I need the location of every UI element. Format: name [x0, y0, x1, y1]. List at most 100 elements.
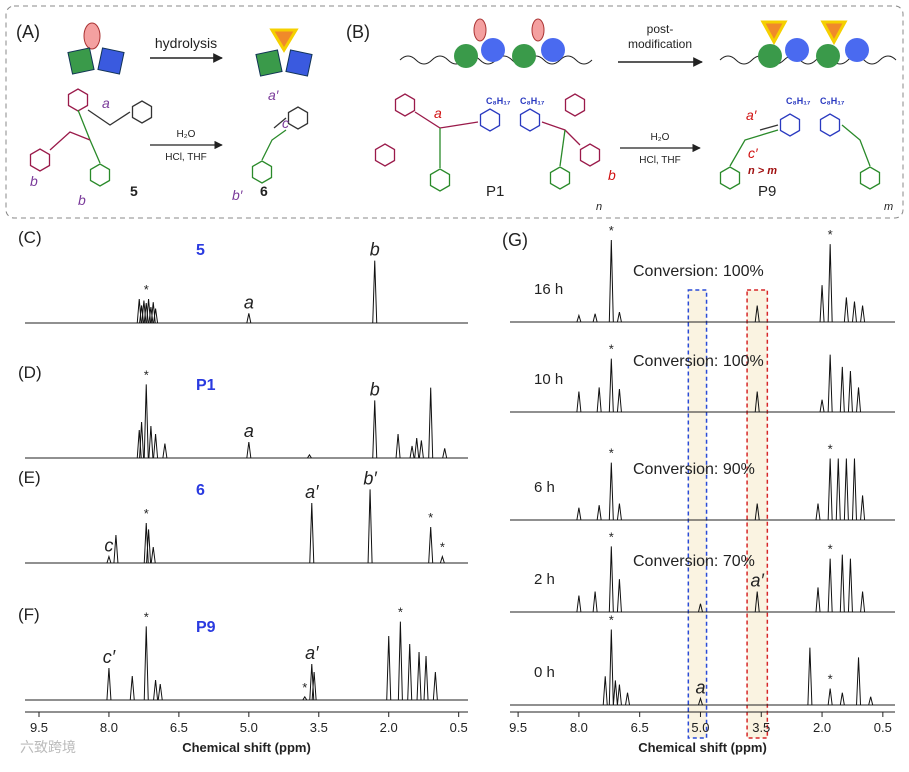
ring	[519, 108, 541, 132]
x-tick-label: 2.0	[813, 720, 831, 735]
cartoon-polymer	[399, 18, 593, 68]
peak-annotation: b′	[363, 468, 377, 488]
peak	[856, 657, 862, 706]
highlight-box	[746, 289, 769, 739]
peak	[616, 684, 622, 706]
ring	[287, 106, 309, 130]
peak	[428, 387, 434, 459]
peak-annotation: *	[428, 510, 433, 525]
peak	[372, 400, 378, 459]
peak	[851, 458, 857, 521]
peak	[807, 647, 813, 706]
repeat-label: n	[596, 201, 602, 213]
peak	[608, 629, 614, 706]
peak	[839, 366, 845, 413]
peak-annotation: a	[244, 421, 254, 441]
peak	[576, 313, 582, 323]
compound-label: 5	[196, 242, 205, 259]
peak-annotation: *	[144, 367, 149, 382]
repeat-label: m	[884, 201, 893, 213]
peak	[157, 683, 163, 701]
site-label: b	[30, 173, 38, 189]
panel-label: (B)	[346, 22, 370, 42]
peak	[439, 554, 445, 564]
site-label: c	[282, 115, 289, 131]
x-tick-label: 6.5	[170, 720, 188, 735]
ring	[719, 166, 741, 190]
time-label: 0 h	[534, 664, 555, 681]
site-label: a	[434, 105, 442, 121]
peak	[608, 462, 614, 521]
ring	[819, 113, 841, 137]
time-label: 2 h	[534, 571, 555, 588]
ring	[779, 113, 801, 137]
peak	[835, 458, 841, 521]
compound-number: 5	[130, 183, 138, 199]
compound-number: P9	[758, 183, 776, 200]
peak	[819, 285, 825, 323]
ring	[67, 88, 89, 112]
peak	[616, 388, 622, 413]
peak	[150, 546, 156, 564]
peak	[616, 312, 622, 323]
compound-number: P1	[486, 183, 504, 200]
peak	[409, 445, 415, 459]
peak	[395, 433, 401, 459]
peak	[839, 692, 845, 706]
peak	[596, 505, 602, 521]
bond	[559, 129, 566, 167]
x-axis-label: Chemical shift (ppm)	[638, 740, 767, 755]
peak	[146, 529, 152, 564]
peak-annotation: *	[828, 542, 833, 557]
watermark: 六致跨境	[20, 739, 76, 755]
substituent: C₈H₁₇	[786, 96, 811, 106]
peak	[576, 595, 582, 613]
x-tick-label: 8.0	[100, 720, 118, 735]
panel-label: (G)	[502, 230, 528, 250]
peak	[414, 437, 420, 459]
x-tick-label: 5.0	[691, 720, 709, 735]
peak	[311, 671, 317, 701]
x-tick-label: 9.5	[30, 720, 48, 735]
x-axis-label: Chemical shift (ppm)	[182, 740, 311, 755]
peak	[827, 244, 833, 323]
peak	[827, 558, 833, 613]
peak	[827, 688, 833, 706]
peak	[246, 441, 252, 459]
peak	[625, 692, 631, 706]
peak	[697, 696, 703, 706]
cartoon-product	[255, 28, 313, 77]
reagent: H₂O	[177, 129, 196, 140]
peak-annotation: *	[144, 609, 149, 624]
peak	[309, 502, 315, 564]
ring	[579, 143, 601, 167]
site-label: b	[608, 167, 616, 183]
spectrum-label: (D)	[18, 363, 42, 382]
bond	[759, 124, 779, 131]
conversion-label: Conversion: 70%	[633, 553, 755, 570]
arrow-text: modification	[628, 37, 692, 51]
peak	[754, 391, 760, 413]
x-tick-label: 0.5	[874, 720, 892, 735]
peak	[856, 387, 862, 413]
x-tick-label: 6.5	[631, 720, 649, 735]
peak	[608, 546, 614, 613]
peak-annotation: a′	[305, 643, 319, 663]
peak	[246, 313, 252, 324]
bond	[49, 131, 91, 151]
peak	[754, 305, 760, 323]
peak	[596, 387, 602, 413]
ring	[29, 148, 51, 172]
substituent: C₈H₁₇	[520, 96, 545, 106]
peak-annotation: *	[609, 223, 614, 238]
ring	[394, 93, 416, 117]
peak	[592, 591, 598, 613]
ring	[131, 100, 153, 124]
peak	[418, 440, 424, 459]
arrow-text: post-	[647, 22, 674, 36]
site-label: c′	[748, 145, 759, 161]
bond	[273, 117, 287, 129]
bond	[87, 109, 131, 126]
peak	[754, 591, 760, 613]
peak	[815, 503, 821, 521]
